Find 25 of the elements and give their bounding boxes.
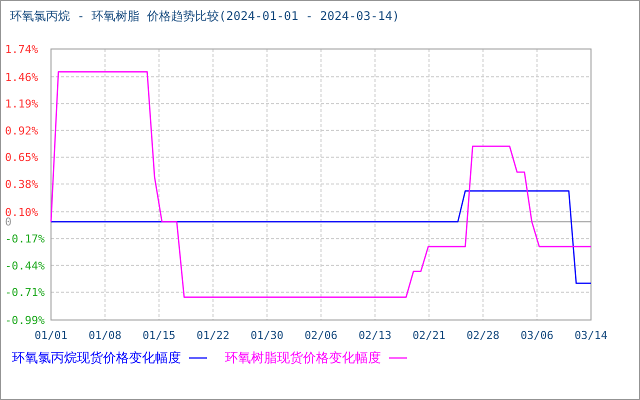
y-tick-label: 1.19% <box>5 98 38 111</box>
legend-label: 环氧树脂现货价格变化幅度 <box>225 350 381 366</box>
line-series <box>50 71 592 298</box>
y-tick-label: -0.44% <box>5 259 46 272</box>
y-tick-label: 1.74% <box>5 43 38 56</box>
y-tick-label: -0.99% <box>5 314 46 327</box>
x-tick-label: 02/28 <box>466 329 500 342</box>
x-tick-label: 01/22 <box>196 329 230 342</box>
y-tick-label: -0.17% <box>5 232 46 246</box>
chart-title: 环氧氯丙烷 - 环氧树脂 价格趋势比较(2024-01-01 - 2024-03-14) <box>10 9 400 23</box>
x-tick-label: 01/30 <box>250 329 284 342</box>
x-tick-label: 03/14 <box>574 329 608 342</box>
x-tick-label: 01/15 <box>142 329 176 342</box>
y-tick-label: -0.71% <box>5 286 46 300</box>
x-tick-label: 01/08 <box>88 329 122 342</box>
x-tick-label: 02/13 <box>358 329 392 342</box>
y-tick-label: 0.38% <box>5 178 38 192</box>
y-tick-label: 0.65% <box>5 151 38 164</box>
x-tick-label: 01/01 <box>34 329 68 342</box>
x-tick-label: 02/21 <box>412 329 446 342</box>
x-tick-label: 03/06 <box>520 329 554 342</box>
legend-label: 环氧氯丙烷现货价格变化幅度 <box>12 350 181 366</box>
y-tick-label: 1.46% <box>5 70 38 84</box>
y-tick-label: 0.92% <box>5 124 38 138</box>
x-tick-label: 02/06 <box>304 329 338 342</box>
